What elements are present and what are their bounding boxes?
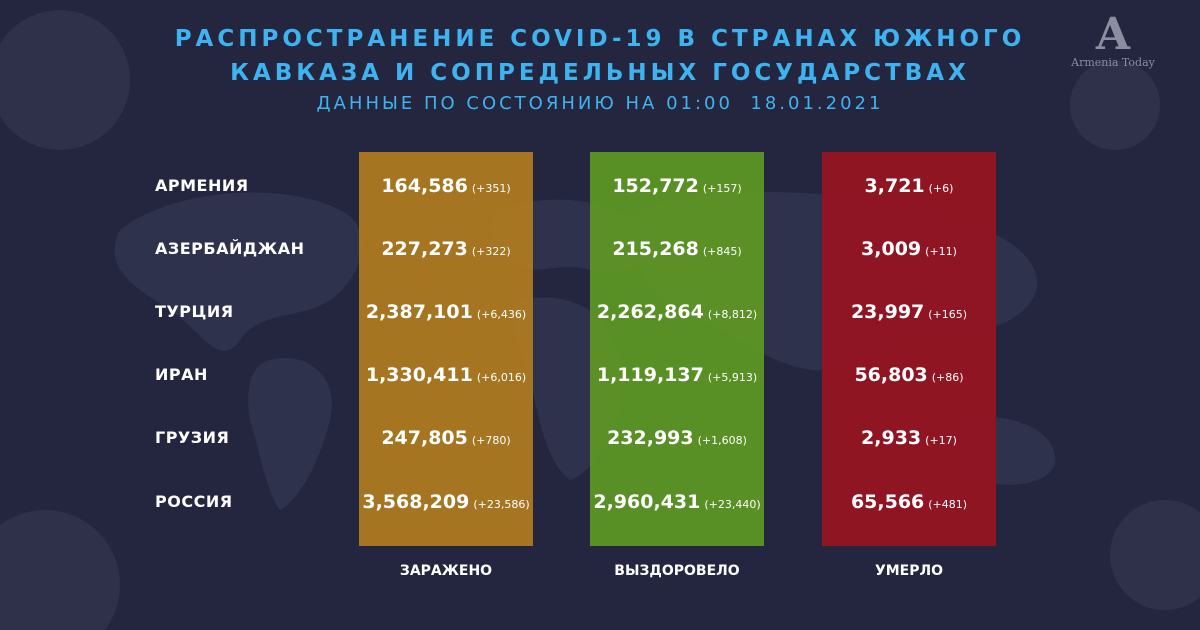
infected-delta: (+6,016) (476, 371, 527, 384)
died-delta: (+11) (925, 245, 957, 258)
table-row: ИРАН 1,330,411 (+6,016) 1,119,137 (+5,913)… (0, 355, 1200, 395)
recovered-column (590, 152, 764, 546)
header: РАСПРОСТРАНЕНИЕ COVID-19 В СТРАНАХ ЮЖНОГ… (0, 22, 1200, 116)
infected-value: 3,568,209 (362, 491, 470, 513)
recovered-cell: 1,119,137 (+5,913) (590, 355, 764, 398)
infected-cell: 227,273 (+322) (359, 229, 533, 272)
infected-column (359, 152, 533, 546)
recovered-delta: (+8,812) (707, 308, 758, 321)
recovered-delta: (+5,913) (707, 371, 758, 384)
died-value: 3,009 (861, 238, 922, 260)
died-delta: (+86) (931, 371, 964, 384)
recovered-value: 2,960,431 (593, 491, 701, 513)
title-line-2: КАВКАЗА И СОПРЕДЕЛЬНЫХ ГОСУДАРСТВАХ (230, 60, 970, 86)
died-cell: 65,566 (+481) (822, 482, 996, 525)
recovered-cell: 2,960,431 (+23,440) (590, 482, 764, 525)
died-delta: (+165) (928, 308, 968, 321)
table-row: АЗЕРБАЙДЖАН 227,273 (+322) 215,268 (+845) … (0, 229, 1200, 269)
recovered-cell: 215,268 (+845) (590, 229, 764, 272)
infected-value: 164,586 (381, 175, 468, 197)
recovered-delta: (+157) (702, 182, 742, 195)
died-value: 3,721 (864, 175, 925, 197)
country-name: АЗЕРБАЙДЖАН (155, 239, 305, 258)
table-row: ГРУЗИЯ 247,805 (+780) 232,993 (+1,608) 2,9… (0, 418, 1200, 458)
subtitle: ДАННЫЕ ПО СОСТОЯНИЮ НА 01:00 18.01.2021 (316, 93, 884, 114)
infected-value: 247,805 (381, 427, 468, 449)
died-cell: 3,009 (+11) (822, 229, 996, 272)
infected-value: 1,330,411 (365, 364, 473, 386)
recovered-delta: (+1,608) (697, 434, 747, 447)
country-name: ГРУЗИЯ (155, 428, 230, 447)
logo-mark-icon: A (1095, 9, 1131, 60)
recovered-cell: 2,262,864 (+8,812) (590, 292, 764, 335)
died-cell: 3,721 (+6) (822, 166, 996, 209)
recovered-value: 1,119,137 (596, 364, 704, 386)
country-name: ИРАН (155, 365, 208, 384)
died-delta: (+17) (925, 434, 957, 447)
died-value: 23,997 (850, 301, 925, 323)
infected-delta: (+23,586) (473, 498, 530, 511)
infected-cell: 1,330,411 (+6,016) (359, 355, 533, 398)
recovered-value: 152,772 (612, 175, 699, 197)
died-column (822, 152, 996, 546)
died-cell: 23,997 (+165) (822, 292, 996, 335)
title-line-1: РАСПРОСТРАНЕНИЕ COVID-19 В СТРАНАХ ЮЖНОГ… (174, 26, 1026, 52)
died-column-label: УМЕРЛО (874, 563, 944, 579)
recovered-delta: (+23,440) (704, 498, 761, 511)
virus-decoration-top-right (1070, 60, 1160, 150)
infected-cell: 164,586 (+351) (359, 166, 533, 209)
recovered-value: 232,993 (607, 427, 694, 449)
died-cell: 2,933 (+17) (822, 418, 996, 461)
table-row: ТУРЦИЯ 2,387,101 (+6,436) 2,262,864 (+8,81… (0, 292, 1200, 332)
armenia-today-logo: A Armenia Today (1068, 9, 1158, 70)
infected-delta: (+780) (471, 434, 511, 447)
country-name: ТУРЦИЯ (155, 302, 234, 321)
died-value: 65,566 (850, 491, 925, 513)
infected-delta: (+322) (471, 245, 511, 258)
infected-cell: 247,805 (+780) (359, 418, 533, 461)
died-value: 2,933 (861, 427, 922, 449)
infected-delta: (+351) (471, 182, 511, 195)
died-value: 56,803 (854, 364, 928, 386)
infected-column-label: ЗАРАЖЕНО (399, 563, 493, 579)
virus-decoration-bottom-right (1110, 500, 1200, 610)
table-row: АРМЕНИЯ 164,586 (+351) 152,772 (+157) 3,72… (0, 166, 1200, 206)
infected-cell: 2,387,101 (+6,436) (359, 292, 533, 335)
table-row: РОССИЯ 3,568,209 (+23,586) 2,960,431 (+23,… (0, 482, 1200, 522)
recovered-value: 2,262,864 (596, 301, 704, 323)
logo-text: Armenia Today (1071, 56, 1155, 69)
recovered-cell: 152,772 (+157) (590, 166, 764, 209)
recovered-column-label: ВЫЗДОРОВЕЛО (614, 563, 740, 579)
virus-decoration-top-left (0, 10, 130, 150)
infected-cell: 3,568,209 (+23,586) (359, 482, 533, 525)
country-name: РОССИЯ (155, 492, 233, 511)
recovered-cell: 232,993 (+1,608) (590, 418, 764, 461)
recovered-delta: (+845) (702, 245, 742, 258)
country-name: АРМЕНИЯ (155, 176, 249, 195)
infected-value: 227,273 (381, 238, 468, 260)
died-delta: (+481) (928, 498, 968, 511)
infected-delta: (+6,436) (476, 308, 527, 321)
recovered-value: 215,268 (612, 238, 699, 260)
infected-value: 2,387,101 (365, 301, 473, 323)
died-delta: (+6) (928, 182, 954, 195)
died-cell: 56,803 (+86) (822, 355, 996, 398)
